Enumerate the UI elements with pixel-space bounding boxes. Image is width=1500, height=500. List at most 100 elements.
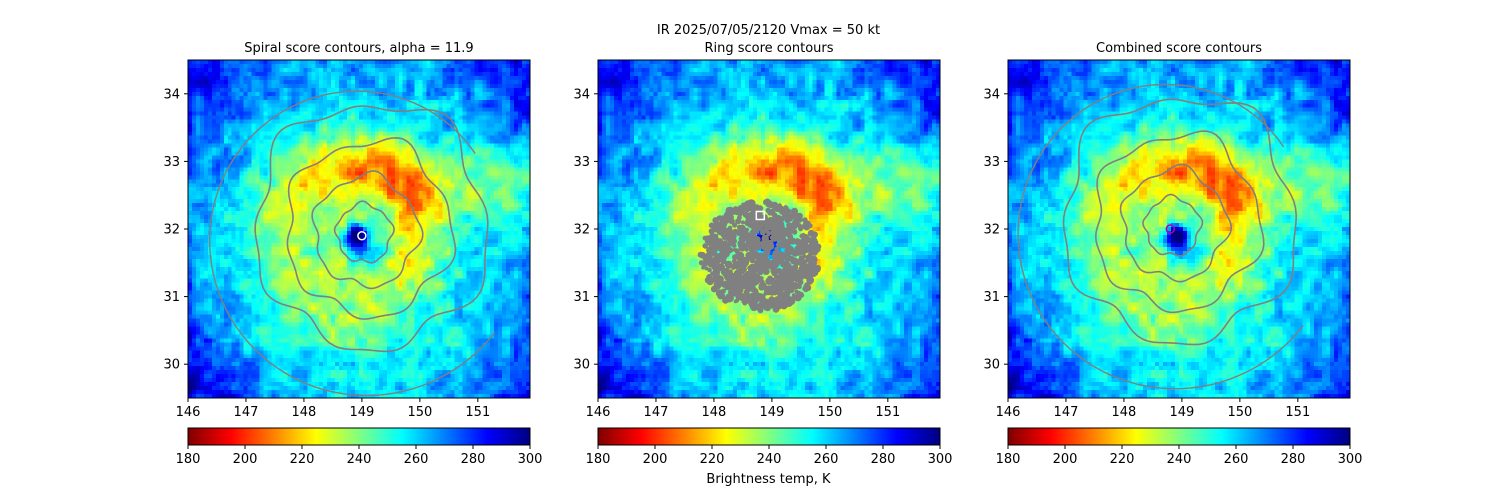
ring-score-dot	[770, 221, 775, 226]
ring-score-dot	[792, 218, 799, 225]
ring-score-dot	[753, 251, 760, 258]
ring-score-dot	[786, 222, 794, 229]
x-tick-label: 151	[465, 405, 490, 420]
ring-score-dot	[770, 260, 777, 268]
ring-score-dot	[769, 303, 773, 307]
ring-score-dot	[766, 223, 771, 227]
ring-score-dot	[773, 204, 782, 212]
colorbar-tick-label: 220	[290, 452, 315, 467]
ring-center-marker	[755, 210, 766, 221]
y-tick-label: 31	[573, 290, 590, 305]
ring-score-dot	[779, 240, 785, 247]
ring-score-dot	[742, 211, 749, 218]
ring-score-dot	[711, 264, 718, 271]
ring-score-dot	[733, 284, 737, 288]
ring-score-dot	[754, 260, 762, 267]
ring-score-dot	[795, 238, 800, 243]
ring-score-dot	[794, 293, 802, 302]
y-tick-label: 33	[983, 155, 1000, 170]
y-tick-label: 31	[983, 290, 1000, 305]
panel-1: Spiral score contours, alpha = 11.9 146 14…	[163, 41, 542, 467]
ring-score-dot	[749, 292, 757, 300]
colorbar-tick-label: 240	[347, 452, 372, 467]
ring-score-dot	[742, 300, 748, 306]
ring-score-dot	[714, 224, 721, 231]
ring-score-dot	[736, 277, 741, 281]
colorbar: 180 200 220 240 260 280 300	[586, 427, 952, 467]
x-tick-label: 151	[1285, 405, 1310, 420]
ring-score-dot	[784, 262, 792, 270]
ring-score-dot	[717, 292, 724, 300]
colorbar-tick-label: 280	[461, 452, 486, 467]
ring-score-dot	[702, 258, 711, 266]
ring-score-dot	[784, 281, 791, 288]
score-contour-line	[254, 105, 489, 353]
colorbar-tick-label: 220	[1110, 452, 1135, 467]
ring-score-dot	[730, 274, 737, 281]
ring-score-dot	[810, 255, 818, 264]
ring-score-dot	[785, 299, 793, 307]
ring-score-dot	[710, 277, 716, 283]
ring-score-dot	[805, 263, 811, 268]
ring-score-dot	[803, 287, 808, 293]
ring-score-dot	[704, 253, 711, 260]
ring-score-dot	[786, 246, 791, 251]
ring-score-dot	[773, 227, 780, 234]
ring-score-dot	[799, 233, 805, 239]
ring-score-dot	[698, 260, 704, 266]
score-contour-line	[286, 136, 457, 320]
y-tick-label: 33	[573, 155, 590, 170]
ring-score-dot	[767, 247, 772, 252]
ring-score-dot	[748, 263, 756, 271]
ring-score-dot	[802, 254, 807, 259]
panel-title: Spiral score contours, alpha = 11.9	[244, 41, 473, 56]
ring-score-dot	[777, 267, 782, 273]
score-contours	[1017, 83, 1304, 390]
ring-score-dot	[782, 295, 789, 302]
x-tick-label: 146	[996, 405, 1021, 420]
ring-score-dot	[738, 235, 747, 243]
y-tick-label: 31	[163, 290, 180, 305]
storm-center-marker	[1165, 224, 1176, 234]
x-tick-label: 150	[407, 405, 432, 420]
ring-score-dot	[788, 286, 795, 294]
ring-score-dot	[759, 276, 764, 281]
ring-score-dot	[798, 280, 804, 285]
ring-score-dot	[748, 199, 755, 206]
ring-score-dot	[751, 221, 758, 229]
panel-2: Ring score contours 146 147 148 149 150 151 30 3…	[573, 41, 952, 467]
ring-score-dot	[760, 268, 765, 273]
colorbar-tick-label: 200	[643, 452, 668, 467]
colorbar-tick-label: 300	[1338, 452, 1363, 467]
ring-score-dot	[787, 228, 793, 234]
ring-score-dot	[795, 212, 801, 219]
ring-score-dot	[725, 293, 733, 301]
ring-score-dot	[774, 296, 779, 301]
ring-score-dot	[722, 215, 731, 224]
ring-score-dot	[736, 251, 742, 257]
panel-title: Combined score contours	[1096, 41, 1262, 56]
ring-score-dot	[750, 300, 758, 308]
ring-score-dot	[774, 246, 779, 252]
ring-score-dot	[763, 265, 767, 270]
ring-score-dot	[725, 233, 733, 242]
ring-score-dot	[779, 216, 785, 222]
x-tick-label: 150	[1227, 405, 1252, 420]
colorbar-gradient	[187, 427, 531, 446]
ring-score-dot	[750, 277, 756, 284]
ring-score-dot	[726, 228, 733, 235]
ring-score-dot	[785, 213, 790, 217]
ring-score-dot	[791, 229, 798, 235]
x-tick-label: 146	[586, 405, 611, 420]
y-tick-label: 30	[163, 358, 180, 373]
x-tick-label: 148	[292, 405, 317, 420]
ring-score-dot	[807, 280, 813, 285]
colorbar-tick-label: 220	[700, 452, 725, 467]
ring-score-dot	[803, 259, 808, 264]
ring-score-dot	[702, 243, 708, 249]
ring-score-dot	[782, 271, 787, 276]
ring-score-dot	[735, 269, 742, 275]
colorbar-tick-label: 260	[1224, 452, 1249, 467]
y-tick-label: 30	[983, 358, 1000, 373]
ring-score-dot	[798, 266, 803, 271]
